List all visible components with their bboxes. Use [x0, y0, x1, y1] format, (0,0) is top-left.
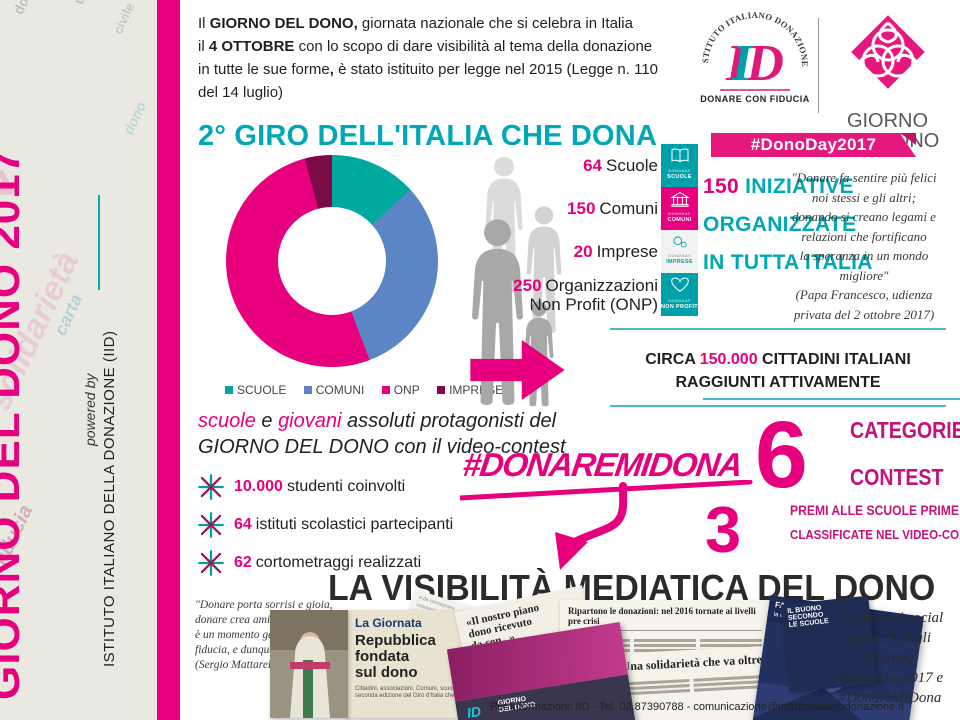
svg-text:I: I — [731, 35, 754, 92]
svg-text:DONARE CON FIDUCIA: DONARE CON FIDUCIA — [700, 94, 810, 104]
